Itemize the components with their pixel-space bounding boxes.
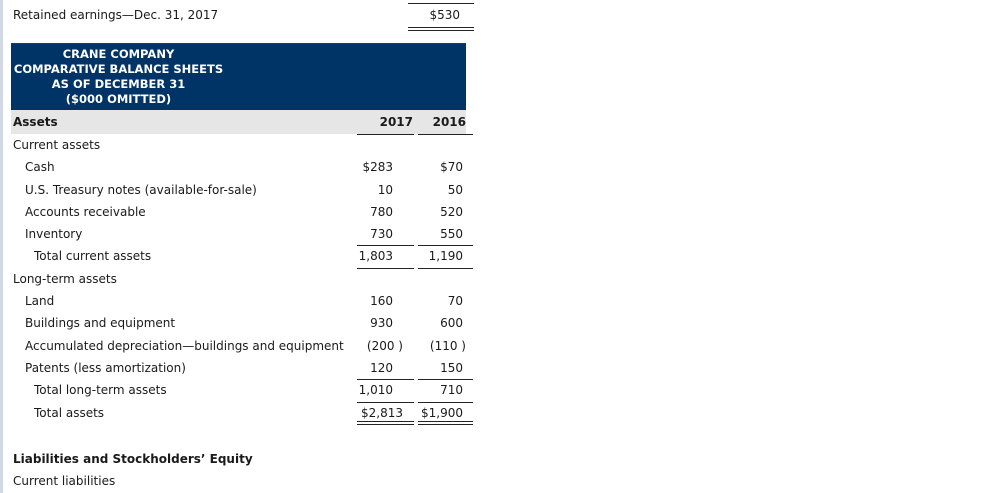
table-row: Patents (less amortization) 120 150 <box>11 357 466 379</box>
total-rule-2016 <box>418 267 473 269</box>
value-2017: $283 <box>362 160 393 175</box>
long-term-assets-heading: Long-term assets <box>13 271 117 286</box>
value-2016: 550 <box>440 227 463 242</box>
double-underline-2016 <box>418 420 473 425</box>
table-row: Cash $283 $70 <box>11 156 466 178</box>
current-liabilities-heading: Current liabilities <box>13 474 116 488</box>
value-2017: 10 <box>377 182 393 197</box>
value-2017: 160 <box>370 294 393 309</box>
year-2017-header: 2017 <box>379 115 413 129</box>
subtotal-rule-2016 <box>418 245 473 247</box>
table-row: U.S. Treasury notes (available-for-sale)… <box>11 179 466 201</box>
value-2016: 520 <box>440 204 463 219</box>
total-long-term-assets-row: Total long-term assets 1,010 710 <box>11 379 473 401</box>
total-current-assets-row: Total current assets 1,803 1,190 <box>11 245 473 267</box>
table-row: Land 160 70 <box>11 290 466 312</box>
year-2016-header: 2016 <box>432 115 466 129</box>
value-2017: 730 <box>370 227 393 242</box>
total-rule-2017 <box>357 267 414 269</box>
total-rule-2017 <box>357 401 414 403</box>
current-assets-heading-row: Current assets <box>11 134 466 156</box>
row-label: Total long-term assets <box>34 383 167 398</box>
row-label: U.S. Treasury notes (available-for-sale) <box>25 182 257 197</box>
subtotal-rule-2017 <box>357 379 414 381</box>
value-2016: 50 <box>447 182 463 197</box>
row-label: Land <box>25 294 55 309</box>
liabilities-heading: Liabilities and Stockholders’ Equity <box>13 452 253 466</box>
table-row: Buildings and equipment 930 600 <box>11 312 466 334</box>
value-2017: (200 ) <box>366 338 403 353</box>
row-label: Total current assets <box>34 249 152 264</box>
value-2016: 600 <box>440 316 463 331</box>
row-label: Patents (less amortization) <box>25 360 186 375</box>
row-label: Inventory <box>25 227 83 242</box>
retained-earnings-row: Retained earnings—Dec. 31, 2017 $530 <box>13 0 474 35</box>
retained-earnings-value: $530 <box>429 8 460 22</box>
header-underline-2017 <box>357 134 414 135</box>
value-2016: $1,900 <box>421 405 463 420</box>
value-2017: 1,803 <box>358 249 393 264</box>
total-assets-row: Total assets $2,813 $1,900 <box>11 401 473 425</box>
table-row: Accounts receivable 780 520 <box>11 201 466 223</box>
table-row: Inventory 730 550 <box>11 223 466 245</box>
total-rule-2016 <box>418 401 473 403</box>
table-row: Accumulated depreciation—buildings and e… <box>11 335 466 357</box>
left-edge-rule <box>0 0 3 493</box>
liabilities-section: Liabilities and Stockholders’ Equity Cur… <box>13 450 253 490</box>
value-2016: 150 <box>440 360 463 375</box>
value-2017: 780 <box>370 204 393 219</box>
value-2016: 710 <box>440 383 463 398</box>
statement-title: COMPARATIVE BALANCE SHEETS <box>13 62 224 76</box>
value-2017: 1,010 <box>358 383 393 398</box>
current-assets-heading: Current assets <box>13 138 101 152</box>
subtotal-rule-2016 <box>418 379 473 381</box>
row-label: Accumulated depreciation—buildings and e… <box>25 338 344 353</box>
value-2016: 70 <box>447 294 463 309</box>
value-2017: $2,813 <box>361 405 403 420</box>
statement-date: AS OF DECEMBER 31 <box>51 77 186 91</box>
header-underline-2016 <box>418 134 473 135</box>
column-header-row: Assets 2017 2016 <box>11 110 473 135</box>
value-2016: 1,190 <box>428 249 463 264</box>
single-underline <box>408 3 474 4</box>
long-term-assets-heading-row: Long-term assets <box>11 267 473 290</box>
value-2016: $70 <box>440 160 463 175</box>
balance-sheet-title-banner: CRANE COMPANY COMPARATIVE BALANCE SHEETS… <box>11 44 466 110</box>
row-label: Accounts receivable <box>25 204 146 219</box>
row-label: Total assets <box>34 405 105 420</box>
row-label: Buildings and equipment <box>25 316 176 331</box>
section-divider <box>11 43 466 44</box>
balance-sheet-table: CRANE COMPANY COMPARATIVE BALANCE SHEETS… <box>11 44 473 425</box>
value-2017: 930 <box>370 316 393 331</box>
row-label: Cash <box>25 160 55 175</box>
value-2017: 120 <box>370 360 393 375</box>
company-name: CRANE COMPANY <box>62 47 175 61</box>
assets-header: Assets <box>13 115 58 129</box>
subtotal-rule-2017 <box>357 245 414 247</box>
statement-units: ($000 OMITTED) <box>65 92 172 106</box>
double-underline <box>408 27 474 31</box>
double-underline-2017 <box>357 420 414 425</box>
retained-earnings-label: Retained earnings—Dec. 31, 2017 <box>13 8 219 22</box>
value-2016: (110 ) <box>429 338 466 353</box>
